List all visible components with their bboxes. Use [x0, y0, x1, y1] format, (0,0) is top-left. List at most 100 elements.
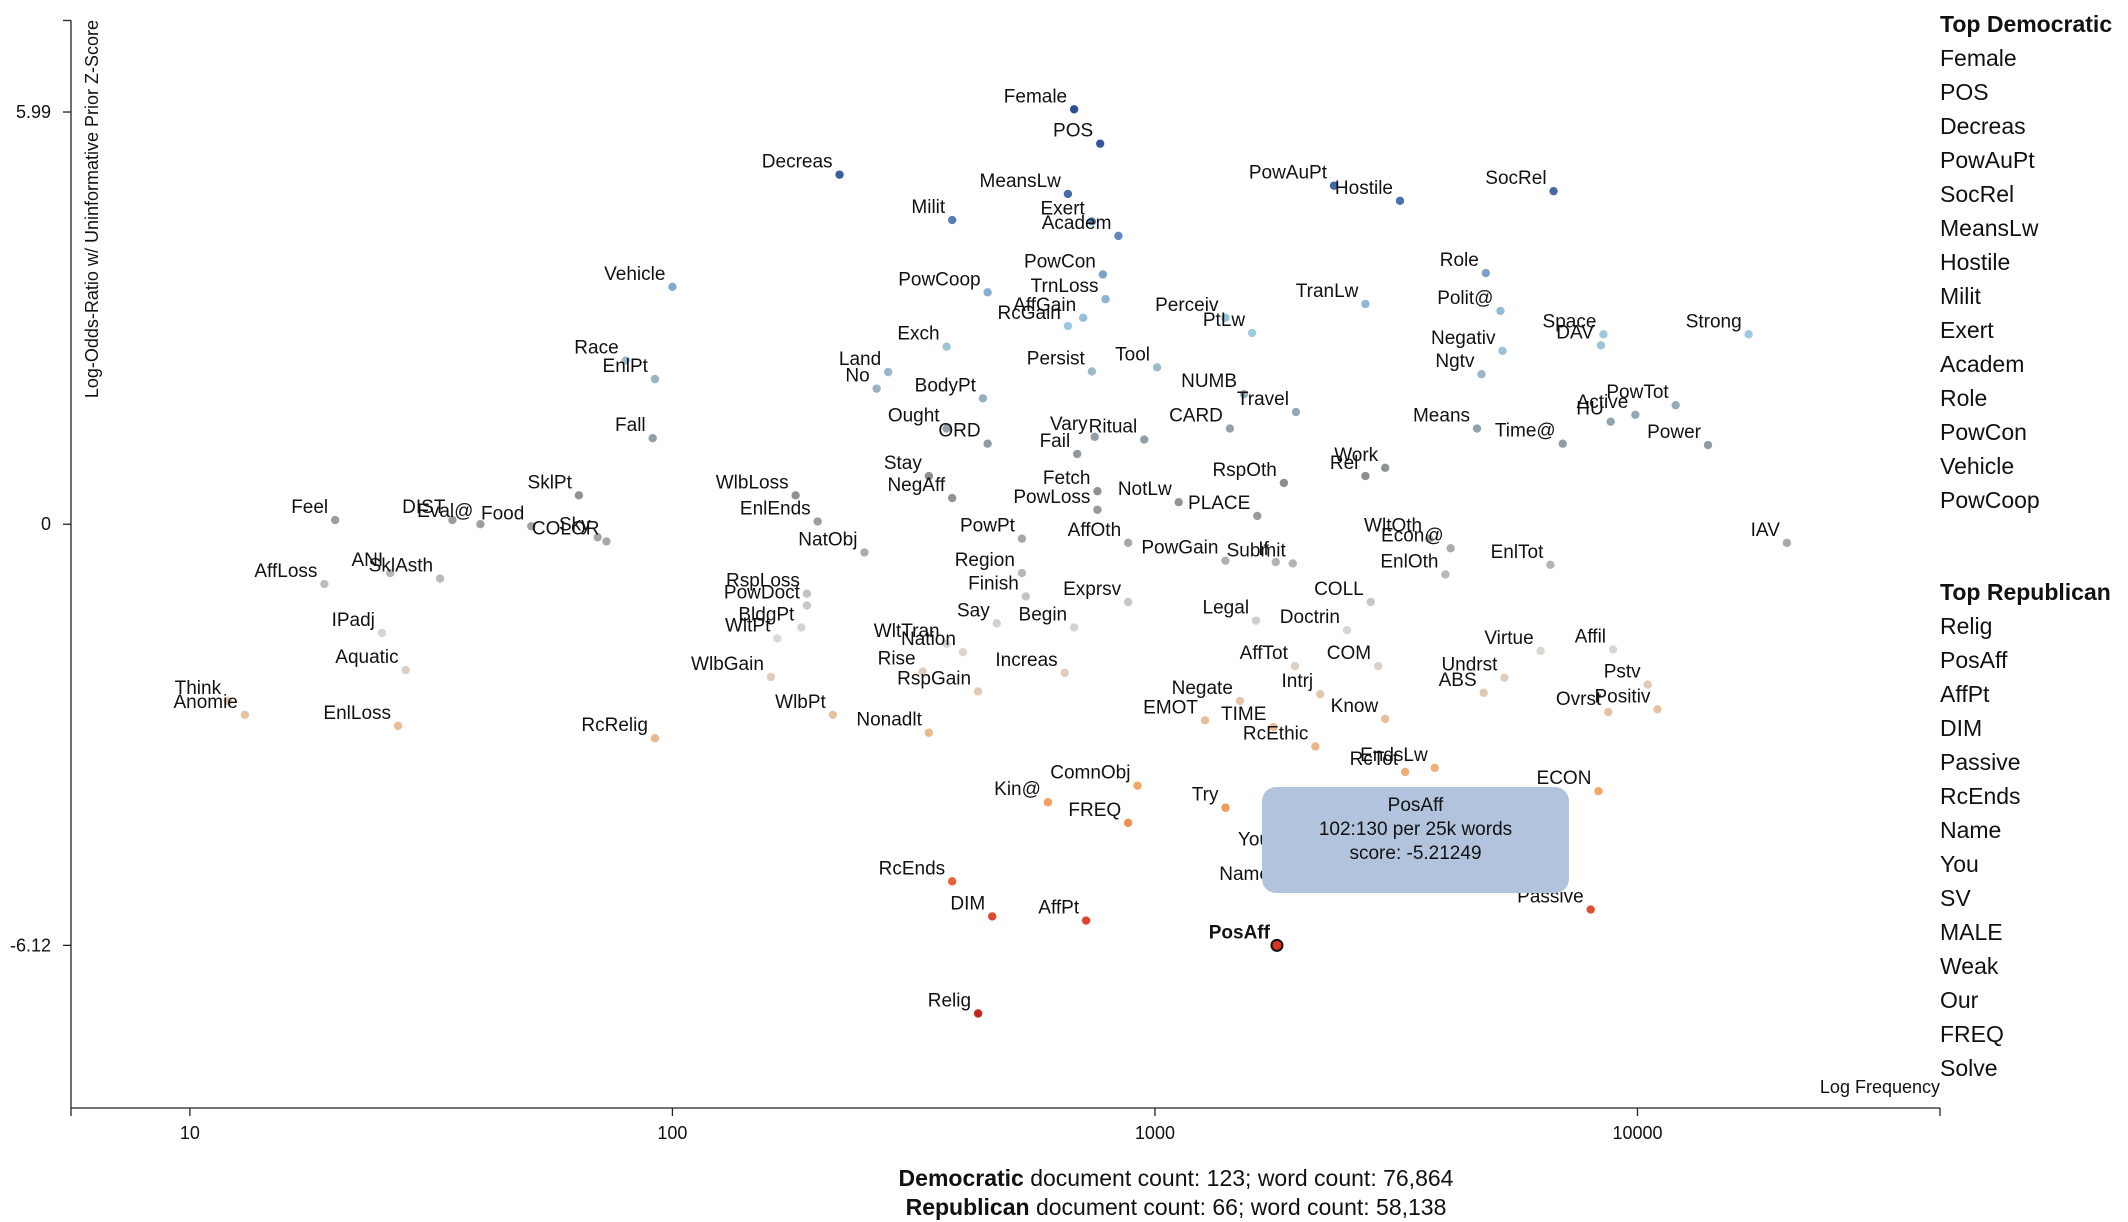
panel-term: DIM — [1940, 715, 1982, 741]
point-label: Land — [839, 349, 881, 370]
point — [377, 628, 387, 638]
point — [1631, 410, 1640, 420]
point — [1133, 781, 1142, 790]
x-axis-label: Log Frequency — [1820, 1077, 1940, 1097]
point — [983, 288, 992, 297]
point-label: WlbGain — [691, 654, 764, 675]
point-label: RcEnds — [879, 858, 946, 879]
point — [1472, 424, 1482, 433]
point-label: Means — [1413, 406, 1470, 427]
point-label: PtLw — [1203, 310, 1246, 331]
point — [1380, 463, 1390, 472]
point — [973, 687, 983, 696]
panel-term: Role — [1940, 385, 1987, 411]
point-label: ANI — [351, 550, 383, 571]
point — [1225, 424, 1235, 433]
point — [1599, 330, 1608, 339]
point-label: SklAsth — [369, 556, 433, 577]
panel-term: PosAff — [1940, 647, 2008, 673]
point-label: Increas — [995, 650, 1057, 671]
point-label: Anomie — [173, 692, 237, 713]
point-label: Relig — [928, 990, 971, 1011]
point — [773, 634, 782, 643]
point — [1253, 511, 1262, 521]
point — [1090, 432, 1099, 442]
point — [1596, 341, 1606, 350]
panel-term: POS — [1940, 79, 1989, 105]
point-label: PowPt — [960, 516, 1016, 537]
y-tick-label: 0 — [41, 514, 51, 534]
panel-term: SV — [1940, 885, 1971, 911]
point — [648, 433, 657, 443]
point-label: Ought — [888, 406, 940, 427]
point-label: Rise — [878, 648, 916, 669]
panel-term: Milit — [1940, 283, 1981, 309]
point-label: DAV — [1556, 322, 1594, 343]
point — [1479, 688, 1488, 698]
point — [602, 537, 611, 546]
point-label: If — [1258, 539, 1269, 560]
point — [1239, 389, 1249, 399]
panel-term: Solve — [1940, 1055, 1998, 1081]
point-label: WlbLoss — [716, 472, 789, 493]
point — [1093, 505, 1102, 514]
point-label: EnlPt — [603, 356, 649, 377]
point-label: ComnObj — [1050, 763, 1130, 784]
point-label: Tool — [1115, 344, 1150, 365]
point-label: RcGain — [998, 303, 1061, 324]
panel-term: MeansLw — [1940, 215, 2039, 241]
point — [1251, 616, 1261, 625]
point — [1152, 363, 1162, 372]
tooltip-box — [1262, 787, 1569, 893]
point-label: PowCon — [1024, 251, 1096, 272]
point-label: Academ — [1042, 213, 1112, 234]
point — [983, 439, 992, 448]
point-label: Eval@ — [417, 501, 473, 522]
point-label: NegAff — [887, 475, 945, 496]
panel-term: AffPt — [1940, 681, 1990, 707]
point — [650, 734, 660, 743]
point — [1586, 905, 1595, 914]
point-label: Strong — [1686, 311, 1742, 332]
point — [1200, 716, 1210, 725]
point — [1095, 139, 1105, 148]
point-label: AffTot — [1240, 643, 1289, 664]
point-label: Work — [1334, 445, 1378, 466]
point — [942, 342, 951, 351]
point-label: Intrj — [1281, 671, 1313, 692]
point — [1424, 534, 1434, 543]
point — [1063, 189, 1073, 199]
point-label: EnlLoss — [323, 703, 391, 724]
point — [1366, 597, 1375, 607]
footer-counts: document count: 123; word count: 76,864 — [1024, 1165, 1454, 1191]
point-label: EMOT — [1143, 697, 1198, 718]
point — [1279, 478, 1289, 488]
point — [883, 367, 893, 377]
panel-title: Top Democratic — [1940, 11, 2112, 37]
point — [1744, 330, 1753, 339]
point-label: Vary — [1050, 414, 1088, 435]
point-label: EnlTot — [1491, 542, 1545, 563]
point — [330, 515, 340, 525]
point-label: FREQ — [1068, 800, 1121, 821]
point-label: NUMB — [1181, 371, 1237, 392]
x-tick-label: 100 — [657, 1123, 687, 1143]
panel-term: PowCon — [1940, 419, 2027, 445]
point — [1380, 714, 1390, 724]
point — [958, 648, 968, 657]
point — [766, 672, 776, 682]
point — [401, 665, 410, 675]
panel-term: SocRel — [1940, 181, 2014, 207]
point — [1093, 486, 1102, 496]
point — [942, 424, 951, 433]
point-label: Power — [1647, 422, 1702, 443]
point-label: AffGain — [1013, 295, 1076, 316]
point — [1060, 668, 1069, 678]
point-label: IPadj — [332, 610, 375, 631]
point — [476, 520, 485, 529]
point-label: AffPt — [1038, 898, 1080, 919]
point — [1140, 435, 1149, 444]
point — [650, 374, 660, 384]
point — [1072, 449, 1082, 459]
point — [924, 471, 934, 481]
